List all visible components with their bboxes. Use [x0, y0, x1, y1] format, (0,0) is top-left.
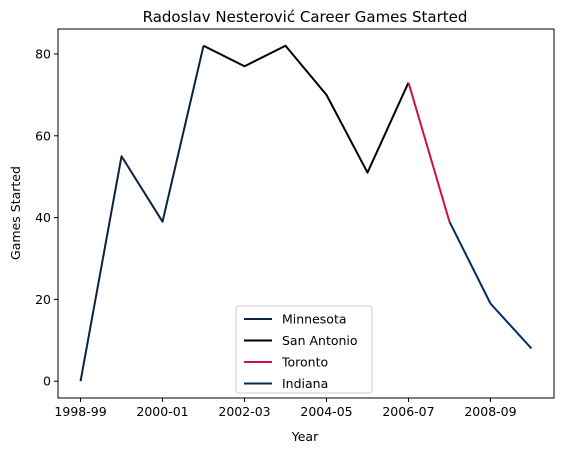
y-tick-label: 20: [35, 292, 51, 307]
plot-lines: [79, 44, 533, 382]
series-line-minnesota: [79, 45, 205, 382]
legend-label: San Antonio: [282, 333, 358, 348]
chart-title: Radoslav Nesterović Career Games Started: [143, 8, 468, 26]
y-tick-label: 40: [35, 210, 51, 225]
y-axis: 0 20 40 60 80: [35, 46, 58, 389]
series-line-san-antonio: [203, 44, 410, 174]
x-axis-label: Year: [291, 429, 319, 444]
legend-label: Toronto: [281, 355, 328, 370]
plot-frame: [57, 28, 555, 399]
legend: Minnesota San Antonio Toronto Indiana: [235, 305, 373, 394]
legend-box: [235, 305, 373, 394]
x-axis: 1998-99 2000-01 2002-03 2004-05 2006-07 2008-…: [54, 398, 517, 419]
y-tick-label: 60: [35, 128, 51, 143]
y-tick-label: 80: [35, 46, 51, 61]
x-tick-label: 2000-01: [136, 404, 188, 419]
y-tick-label: 0: [43, 374, 51, 389]
series-line-toronto: [407, 82, 451, 222]
x-tick-label: 2002-03: [218, 404, 270, 419]
legend-label: Indiana: [282, 376, 328, 391]
series-line-indiana: [448, 221, 533, 350]
x-tick-label: 1998-99: [54, 404, 106, 419]
x-tick-label: 2004-05: [300, 404, 352, 419]
y-axis-label: Games Started: [8, 166, 23, 260]
x-tick-label: 2006-07: [382, 404, 434, 419]
x-tick-label: 2008-09: [464, 404, 516, 419]
legend-label: Minnesota: [282, 312, 347, 327]
